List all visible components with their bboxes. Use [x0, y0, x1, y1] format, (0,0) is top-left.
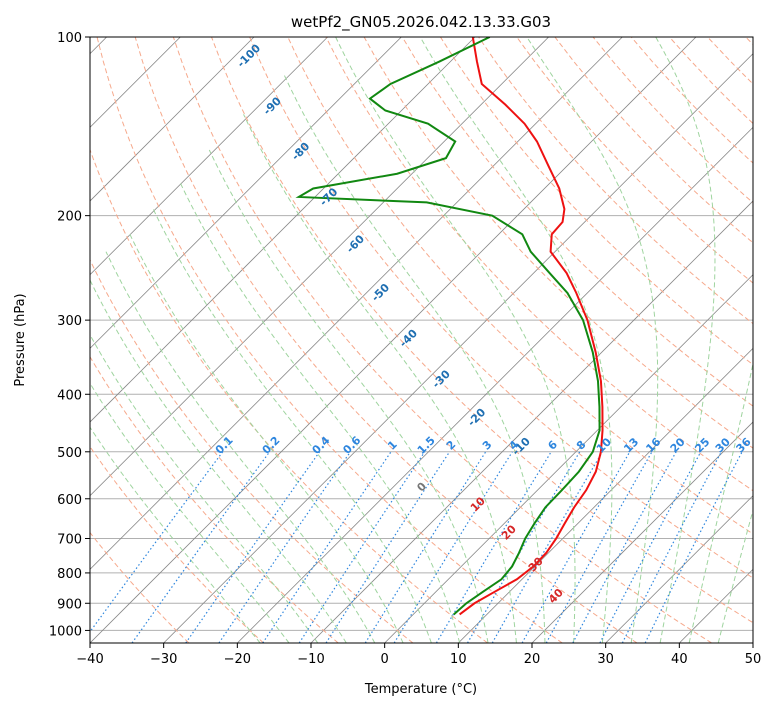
- moist-adiabat-line: [717, 508, 753, 643]
- x-tick-label: −20: [224, 652, 251, 667]
- moist-adiabat-line: [90, 333, 319, 643]
- dry-adiabat-line: [96, 37, 563, 643]
- isotherm-line: [90, 37, 476, 423]
- y-tick-label: 200: [57, 210, 82, 225]
- dry-adiabat-line: [325, 37, 753, 492]
- dry-adiabat-line: [90, 258, 414, 643]
- y-tick-label: 300: [57, 314, 82, 329]
- x-axis-label: Temperature (°C): [364, 682, 477, 697]
- isotherm-line: [90, 37, 328, 276]
- isotherm-line: [163, 53, 753, 643]
- x-tick-label: 30: [597, 652, 614, 667]
- moist-adiabat-line: [105, 251, 376, 643]
- isotherm-line: [90, 37, 549, 497]
- mixing-ratio-line: [185, 451, 321, 643]
- isotherm-line: [90, 37, 697, 643]
- x-tick-label: −30: [150, 652, 177, 667]
- moist-adiabat-line: [419, 37, 613, 643]
- moist-adiabat-line: [688, 361, 753, 643]
- dewpoint-profile-line: [295, 37, 601, 616]
- dry-adiabat-line: [401, 37, 753, 407]
- y-tick-label: 400: [57, 388, 82, 403]
- moist-adiabat-line: [526, 37, 659, 643]
- mixing-ratio-line: [131, 451, 271, 643]
- dry-adiabat-line: [90, 148, 488, 643]
- dry-adiabat-line: [249, 37, 753, 579]
- mixing-ratio-line: [599, 451, 702, 643]
- x-tick-label: 40: [671, 652, 688, 667]
- x-tick-label: −40: [76, 652, 103, 667]
- isotherm-line: [531, 421, 753, 643]
- isotherm-line: [605, 495, 753, 643]
- dry-adiabat-line: [172, 37, 712, 643]
- dry-adiabat-line: [211, 37, 753, 624]
- y-tick-label: 800: [57, 567, 82, 582]
- isotherm-line: [237, 126, 753, 643]
- moist-adiabat-line: [243, 114, 517, 643]
- y-tick-label: 100: [57, 31, 82, 46]
- mixing-ratio-line: [644, 451, 743, 643]
- mixing-ratio-line: [435, 451, 552, 643]
- moist-adiabat-line: [129, 234, 404, 643]
- isotherm-line: [90, 37, 402, 349]
- moist-adiabat-line: [90, 382, 290, 643]
- isotherm-line: [384, 274, 753, 643]
- x-tick-label: 50: [745, 652, 762, 667]
- mixing-ratio-line: [90, 451, 224, 633]
- y-tick-label: 900: [57, 597, 82, 612]
- mixing-ratio-line: [521, 451, 631, 643]
- x-tick-label: 20: [524, 652, 541, 667]
- dry-adiabat-line: [134, 37, 638, 643]
- temperature-profile-line: [458, 37, 604, 616]
- y-axis-label: Pressure (hPa): [13, 293, 28, 386]
- plot-frame: [89, 36, 754, 644]
- moist-adiabat-line: [90, 426, 261, 643]
- dry-adiabat-line: [90, 445, 264, 643]
- isotherm-line: [90, 37, 255, 202]
- x-tick-label: −10: [297, 652, 324, 667]
- y-tick-label: 1000: [49, 624, 82, 639]
- mixing-ratio-line: [325, 451, 451, 643]
- y-tick-label: 500: [57, 446, 82, 461]
- moist-adiabat-line: [90, 279, 347, 643]
- moist-adiabat-line: [179, 181, 461, 643]
- x-tick-label: 10: [450, 652, 467, 667]
- dry-adiabat-line: [440, 37, 753, 366]
- isotherm-line: [90, 37, 623, 570]
- dry-adiabat-line: [90, 531, 190, 643]
- chart-title: wetPf2_GN05.2026.042.13.33.G03: [291, 13, 551, 32]
- mixing-ratio-line: [572, 451, 677, 643]
- x-tick-label: 0: [381, 652, 389, 667]
- y-tick-label: 700: [57, 533, 82, 548]
- axes: −40 −30 −20 −10 0 10 20 30 40 50 100 200 300 400 500 60…: [49, 31, 761, 667]
- mixing-ratio-line: [298, 451, 426, 643]
- dry-adiabat-line: [90, 355, 339, 643]
- mixing-ratio-line: [364, 451, 487, 643]
- mixing-ratio-line: [545, 451, 653, 643]
- moist-adiabat-line: [335, 37, 576, 643]
- moist-adiabat-line: [208, 149, 489, 643]
- sounding-lines: [295, 37, 604, 616]
- background-lines: [90, 37, 753, 643]
- moist-adiabat-line: [655, 37, 716, 643]
- y-tick-label: 600: [57, 493, 82, 508]
- moist-adiabat-line: [152, 208, 432, 643]
- mixing-ratio-line: [262, 451, 392, 643]
- mixing-ratio-line: [218, 451, 351, 643]
- isotherm-line: [458, 347, 753, 643]
- dry-adiabat-line: [516, 37, 753, 284]
